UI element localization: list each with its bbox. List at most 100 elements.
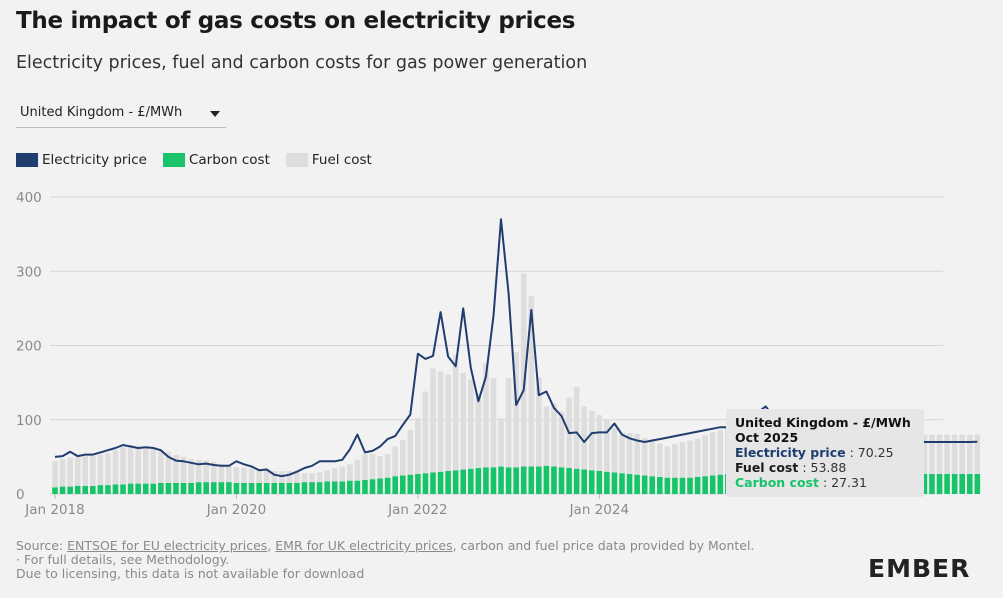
fuel-cost-bar: [445, 374, 451, 471]
carbon-cost-bar: [195, 482, 202, 494]
carbon-cost-bar: [604, 471, 610, 494]
carbon-cost-bar: [619, 473, 625, 494]
fuel-cost-bar: [263, 470, 270, 483]
carbon-cost-bar: [430, 472, 436, 494]
carbon-cost-bar: [392, 476, 398, 494]
carbon-cost-bar: [709, 475, 716, 494]
carbon-cost-bar: [74, 485, 81, 494]
fuel-cost-bar: [399, 439, 406, 476]
carbon-cost-bar: [180, 482, 187, 494]
x-axis: Jan 2018 Jan 2020 Jan 2022 Jan 2024: [24, 494, 629, 518]
fuel-cost-bar: [664, 446, 671, 478]
x-tick-label: Jan 2022: [387, 502, 447, 518]
fuel-cost-bar: [271, 470, 278, 483]
carbon-cost-bar: [558, 467, 565, 494]
tooltip-date: Oct 2025: [735, 430, 799, 445]
source-prefix: Source:: [16, 538, 68, 553]
source-line-3: Due to licensing, this data is not avail…: [16, 566, 365, 581]
carbon-cost-bar: [127, 483, 134, 494]
fuel-cost-bar: [52, 461, 58, 488]
legend-swatch-fuel: [285, 153, 308, 167]
carbon-cost-bar: [437, 471, 444, 494]
fuel-cost-bar: [551, 403, 557, 467]
fuel-cost-bar: [180, 456, 187, 483]
fuel-cost-bar: [702, 435, 708, 477]
fuel-cost-bar: [536, 377, 542, 467]
fuel-cost-bar: [929, 434, 935, 474]
fuel-cost-bar: [528, 295, 535, 467]
legend-label-electricity: Electricity price: [42, 152, 147, 168]
tooltip-electricity: Electricity price : 70.25: [735, 445, 915, 460]
x-tick-label: Jan 2024: [569, 502, 629, 518]
source-line-2: · For full details, see Methodology.: [16, 552, 230, 567]
fuel-cost-bar: [82, 456, 89, 486]
carbon-cost-bar: [415, 473, 421, 494]
y-tick-label: 200: [16, 339, 42, 355]
fuel-cost-bar: [203, 460, 209, 483]
carbon-cost-bar: [331, 481, 338, 494]
source-link-emr[interactable]: EMR for UK electricity prices: [275, 538, 453, 553]
fuel-cost-bar: [520, 273, 527, 467]
carbon-cost-bar: [347, 480, 353, 494]
fuel-cost-bar: [437, 371, 444, 472]
carbon-cost-bar: [498, 466, 504, 494]
tooltip-fuel: Fuel cost : 53.88: [735, 460, 915, 475]
carbon-cost-bar: [452, 470, 459, 494]
fuel-cost-bar: [309, 473, 315, 483]
carbon-cost-bar: [687, 477, 693, 494]
fuel-cost-bar: [672, 444, 678, 478]
legend-item-electricity[interactable]: Electricity price: [16, 152, 147, 168]
fuel-cost-bar: [936, 434, 943, 474]
carbon-cost-bar: [944, 473, 950, 494]
carbon-cost-bar: [309, 482, 315, 494]
legend-swatch-electricity: [16, 153, 38, 167]
carbon-cost-bar: [528, 466, 535, 494]
fuel-cost-bar: [142, 447, 149, 484]
carbon-cost-bar: [966, 473, 973, 494]
legend-item-fuel[interactable]: Fuel cost: [285, 152, 372, 168]
carbon-cost-bar: [581, 469, 587, 494]
fuel-cost-bar: [490, 378, 497, 468]
legend-label-carbon: Carbon cost: [188, 152, 270, 168]
fuel-cost-bar: [596, 415, 603, 471]
country-unit-select[interactable]: United Kingdom - £/MWh: [16, 100, 226, 128]
carbon-cost-bar: [120, 484, 126, 494]
source-link-entsoe[interactable]: ENTSOE for EU electricity prices: [67, 538, 268, 553]
carbon-cost-bar: [362, 479, 368, 494]
carbon-cost-bar: [513, 467, 519, 494]
carbon-cost-bar: [543, 465, 550, 494]
carbon-cost-bar: [339, 481, 346, 494]
carbon-cost-bar: [679, 477, 686, 494]
carbon-cost-bar: [490, 467, 497, 494]
fuel-cost-bar: [944, 434, 950, 474]
fuel-cost-bar: [513, 352, 519, 468]
fuel-cost-bar: [687, 440, 693, 478]
fuel-cost-bar: [362, 453, 368, 480]
carbon-cost-bar: [324, 481, 330, 494]
legend-label-fuel: Fuel cost: [311, 152, 372, 168]
carbon-cost-bar: [641, 475, 648, 494]
fuel-cost-bar: [709, 432, 716, 476]
fuel-cost-bar: [611, 427, 618, 473]
fuel-cost-bar: [256, 469, 262, 483]
fuel-cost-bar: [105, 453, 111, 486]
fuel-cost-bar: [581, 406, 587, 470]
carbon-cost-bar: [173, 482, 179, 494]
fuel-cost-bar: [188, 459, 194, 483]
legend-item-carbon[interactable]: Carbon cost: [162, 152, 270, 168]
fuel-cost-bar: [248, 468, 255, 483]
fuel-cost-bar: [324, 470, 330, 482]
carbon-cost-bar: [135, 483, 141, 494]
fuel-cost-bar: [59, 459, 66, 487]
carbon-cost-bar: [165, 482, 172, 494]
carbon-cost-bar: [611, 472, 618, 494]
fuel-cost-bar: [218, 464, 225, 483]
fuel-cost-bar: [657, 443, 663, 477]
fuel-cost-bar: [475, 393, 482, 469]
carbon-cost-bar: [959, 473, 965, 494]
carbon-cost-bar: [520, 466, 527, 494]
carbon-cost-bar: [551, 466, 557, 494]
carbon-cost-bar: [475, 468, 482, 494]
carbon-cost-bar: [203, 482, 209, 494]
fuel-cost-bar: [120, 447, 126, 485]
